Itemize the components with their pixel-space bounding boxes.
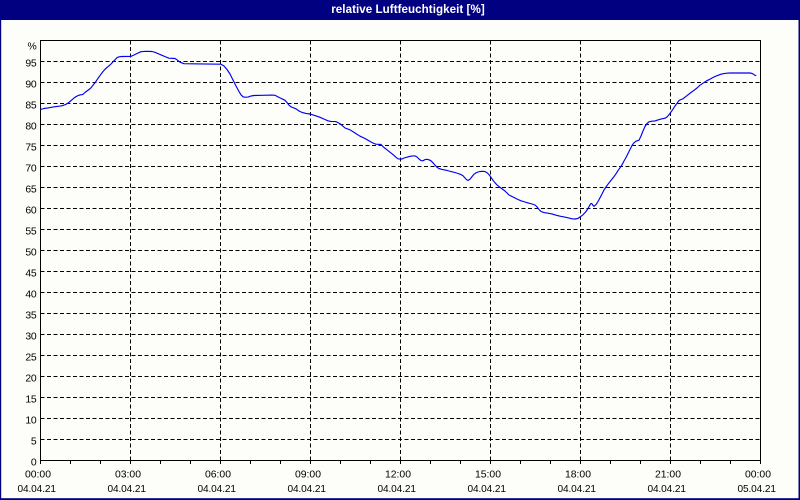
svg-text:5: 5 (31, 436, 37, 447)
svg-text:15:00: 15:00 (475, 470, 501, 481)
svg-text:%: % (27, 41, 36, 52)
svg-text:06:00: 06:00 (205, 470, 231, 481)
svg-text:05.04.21: 05.04.21 (737, 484, 776, 495)
svg-text:00:00: 00:00 (745, 470, 771, 481)
svg-text:04.04.21: 04.04.21 (287, 484, 326, 495)
svg-text:09:00: 09:00 (295, 470, 321, 481)
svg-text:04.04.21: 04.04.21 (647, 484, 686, 495)
svg-text:04.04.21: 04.04.21 (557, 484, 596, 495)
svg-text:90: 90 (25, 79, 37, 90)
svg-text:60: 60 (25, 205, 37, 216)
svg-text:18:00: 18:00 (565, 470, 591, 481)
svg-text:0: 0 (31, 457, 37, 468)
svg-text:75: 75 (25, 142, 37, 153)
svg-text:04.04.21: 04.04.21 (107, 484, 146, 495)
svg-text:04.04.21: 04.04.21 (197, 484, 236, 495)
svg-text:04.04.21: 04.04.21 (467, 484, 506, 495)
svg-text:15: 15 (25, 394, 37, 405)
svg-text:45: 45 (25, 268, 37, 279)
svg-text:25: 25 (25, 352, 37, 363)
svg-text:95: 95 (25, 58, 37, 69)
svg-text:40: 40 (25, 289, 37, 300)
svg-text:12:00: 12:00 (385, 470, 411, 481)
svg-text:30: 30 (25, 331, 37, 342)
svg-text:65: 65 (25, 184, 37, 195)
svg-text:00:00: 00:00 (25, 470, 51, 481)
svg-text:04.04.21: 04.04.21 (17, 484, 56, 495)
svg-text:35: 35 (25, 310, 37, 321)
svg-text:85: 85 (25, 100, 37, 111)
svg-text:relative Luftfeuchtigkeit [%]: relative Luftfeuchtigkeit [%] (331, 3, 485, 16)
svg-text:70: 70 (25, 163, 37, 174)
svg-text:04.04.21: 04.04.21 (377, 484, 416, 495)
svg-text:80: 80 (25, 121, 37, 132)
svg-text:55: 55 (25, 226, 37, 237)
svg-text:50: 50 (25, 247, 37, 258)
svg-text:21:00: 21:00 (655, 470, 681, 481)
svg-text:10: 10 (25, 415, 37, 426)
svg-text:20: 20 (25, 373, 37, 384)
svg-text:03:00: 03:00 (115, 470, 141, 481)
